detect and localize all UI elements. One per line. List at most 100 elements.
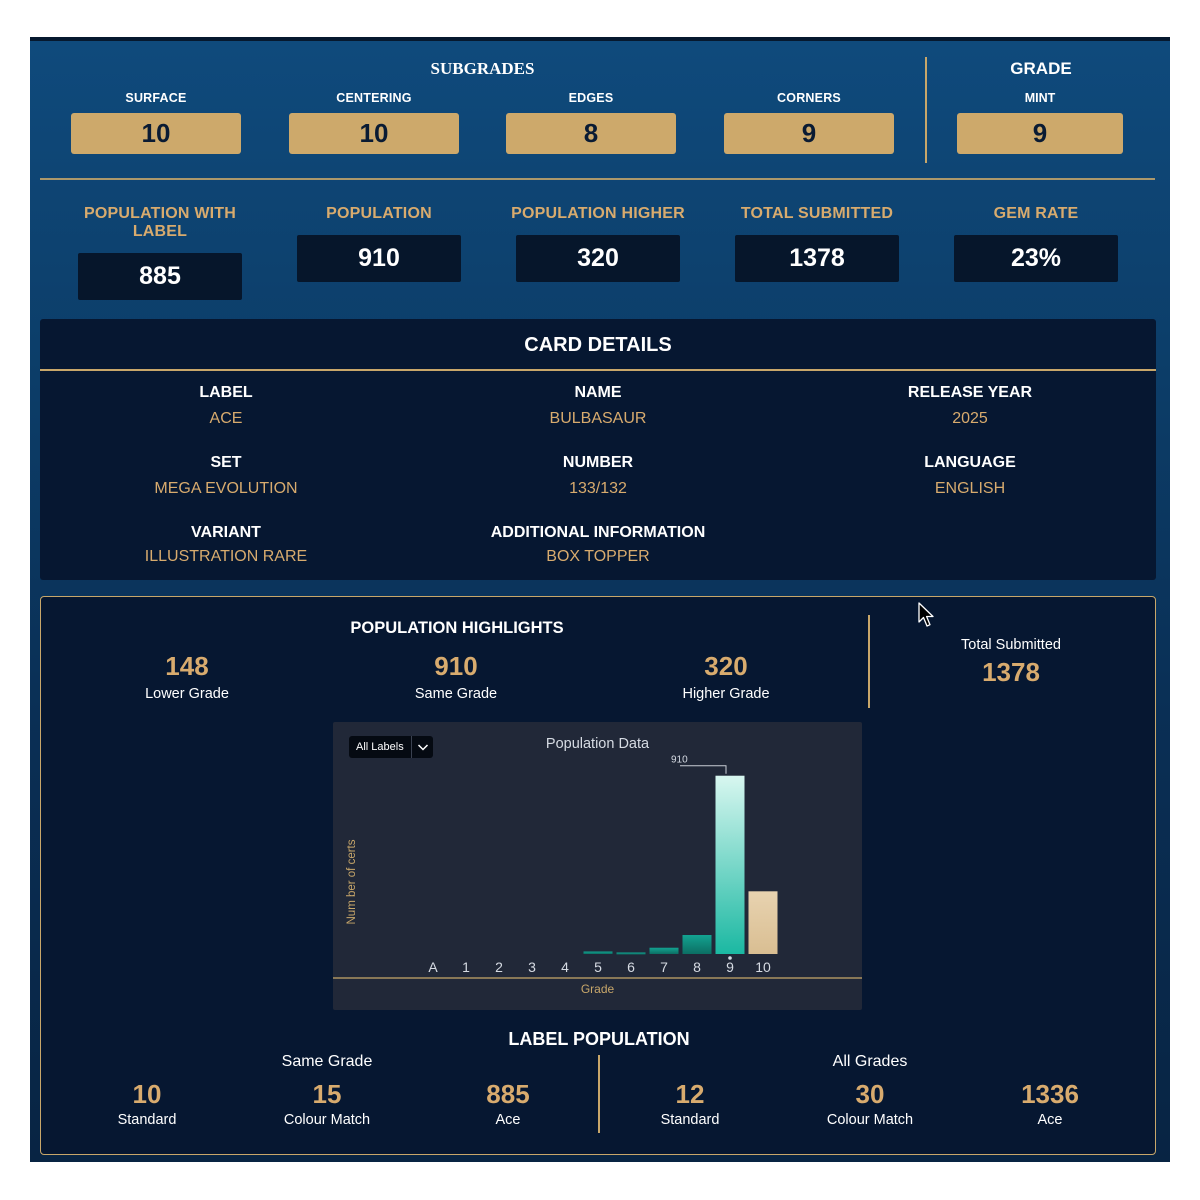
subgrade-surface: SURFACE 10	[71, 91, 241, 154]
data-label-leader	[680, 765, 727, 774]
label-pop-label: Colour Match	[283, 1112, 371, 1128]
x-tick-label: 7	[660, 959, 668, 975]
group-title-same-grade: Same Grade	[281, 1053, 373, 1070]
x-tick-label: 4	[561, 959, 569, 975]
bar-grade-10	[748, 891, 778, 954]
highlight-label: Same Grade	[414, 686, 498, 702]
total-submitted-value: 1378	[982, 657, 1040, 687]
same-grade-standard: 10 Standard	[57, 1079, 237, 1128]
detail-key: LABEL	[199, 384, 253, 401]
bar-grade-9	[715, 775, 745, 954]
subgrade-label: SURFACE	[125, 91, 187, 105]
y-axis-label: Num ber of certs	[346, 839, 358, 924]
detail-key: VARIANT	[191, 524, 261, 541]
detail-set: SET MEGA EVOLUTION	[56, 454, 396, 498]
chevron-down-icon[interactable]	[411, 736, 433, 758]
label-pop-value: 885	[486, 1079, 530, 1109]
subgrades-title: SUBGRADES	[430, 59, 535, 78]
divider	[925, 57, 927, 163]
label-pop-label: Standard	[117, 1112, 177, 1128]
subgrade-corners: CORNERS 9	[724, 91, 894, 154]
label-pop-value: 15	[312, 1079, 342, 1109]
stat-label: POPULATION WITH LABEL	[83, 205, 237, 240]
label-pop-value: 10	[132, 1079, 162, 1109]
all-grades-colour-match: 30 Colour Match	[780, 1079, 960, 1128]
stat-value: 23%	[954, 235, 1118, 282]
stat-population-higher: POPULATION HIGHER 320	[493, 205, 703, 282]
detail-additional-information: ADDITIONAL INFORMATION BOX TOPPER	[428, 524, 768, 566]
highlight-same-grade: 910 Same Grade	[356, 651, 556, 702]
x-tick-label: A	[428, 959, 438, 975]
stat-value: 885	[78, 253, 242, 300]
x-tick-label: 5	[594, 959, 602, 975]
subgrade-centering: CENTERING 10	[289, 91, 459, 154]
bar-grade-8	[682, 934, 712, 954]
highlight-label: Higher Grade	[682, 686, 770, 702]
divider	[868, 615, 870, 708]
subgrade-label: EDGES	[568, 91, 614, 105]
stat-label: TOTAL SUBMITTED	[740, 205, 894, 222]
chart-title: Population Data	[545, 736, 650, 752]
detail-key: NAME	[574, 384, 622, 401]
same-grade-ace: 885 Ace	[418, 1079, 598, 1128]
mouse-cursor-icon	[918, 602, 936, 633]
grade-label: MINT	[1024, 91, 1056, 105]
detail-name: NAME BULBASAUR	[428, 384, 768, 428]
highlight-lower-grade: 148 Lower Grade	[87, 651, 287, 702]
x-axis-label: Grade	[581, 982, 615, 996]
highlight-label: Lower Grade	[145, 686, 229, 702]
detail-value: MEGA EVOLUTION	[154, 480, 298, 497]
stat-label: GEM RATE	[993, 205, 1079, 222]
same-grade-colour-match: 15 Colour Match	[237, 1079, 417, 1128]
stat-label: POPULATION HIGHER	[511, 205, 685, 222]
card-details-title: CARD DETAILS	[40, 319, 1156, 371]
highlight-total-submitted: Total Submitted 1378	[911, 637, 1111, 688]
highlight-value: 320	[704, 651, 748, 681]
stat-gem-rate: GEM RATE 23%	[931, 205, 1141, 282]
grade-value: 9	[957, 113, 1123, 154]
label-filter-value: All Labels	[356, 741, 404, 753]
total-submitted-label: Total Submitted	[961, 637, 1061, 653]
highlight-higher-grade: 320 Higher Grade	[626, 651, 826, 702]
stat-population-with-label: POPULATION WITH LABEL 885	[55, 205, 265, 300]
highlight-value: 910	[434, 651, 478, 681]
detail-value: BULBASAUR	[549, 410, 647, 427]
subgrade-value: 10	[289, 113, 459, 154]
label-pop-label: Standard	[660, 1112, 720, 1128]
grade-overall: MINT 9	[955, 91, 1125, 154]
all-grades-ace: 1336 Ace	[960, 1079, 1140, 1128]
group-title-all-grades: All Grades	[832, 1053, 908, 1070]
subgrade-value: 10	[71, 113, 241, 154]
bar-grade-6	[616, 952, 646, 955]
stat-value: 1378	[735, 235, 899, 282]
stat-value: 910	[297, 235, 461, 282]
detail-key: SET	[210, 454, 242, 471]
label-pop-value: 1336	[1021, 1079, 1079, 1109]
all-grades-standard: 12 Standard	[600, 1079, 780, 1128]
detail-value: ILLUSTRATION RARE	[144, 548, 308, 565]
grading-report-panel: SUBGRADES SURFACE 10 CENTERING 10 EDGES …	[30, 37, 1170, 1162]
x-tick-label: 10	[755, 959, 771, 975]
detail-value: 133/132	[569, 480, 627, 497]
x-tick-label: 6	[627, 959, 635, 975]
population-highlights-panel: POPULATION HIGHLIGHTS 148 Lower Grade 91…	[40, 596, 1156, 1155]
subgrade-edges: EDGES 8	[506, 91, 676, 154]
detail-value: BOX TOPPER	[546, 548, 650, 565]
grade-title: GRADE	[1010, 59, 1072, 78]
label-filter-dropdown[interactable]: All Labels	[349, 736, 433, 758]
data-label: 910	[671, 755, 688, 766]
stat-total-submitted: TOTAL SUBMITTED 1378	[712, 205, 922, 282]
detail-key: ADDITIONAL INFORMATION	[490, 524, 706, 541]
label-pop-label: Colour Match	[826, 1112, 914, 1128]
detail-number: NUMBER 133/132	[428, 454, 768, 498]
label-pop-label: Ace	[1037, 1112, 1063, 1128]
label-population-title: LABEL POPULATION	[508, 1029, 690, 1049]
highlight-value: 148	[165, 651, 209, 681]
x-tick-label: 9	[726, 959, 734, 975]
subgrade-value: 8	[506, 113, 676, 154]
detail-value: ACE	[209, 410, 243, 427]
x-tick-label: 3	[528, 959, 536, 975]
bar-grade-7	[649, 947, 679, 954]
detail-value: 2025	[952, 410, 988, 427]
